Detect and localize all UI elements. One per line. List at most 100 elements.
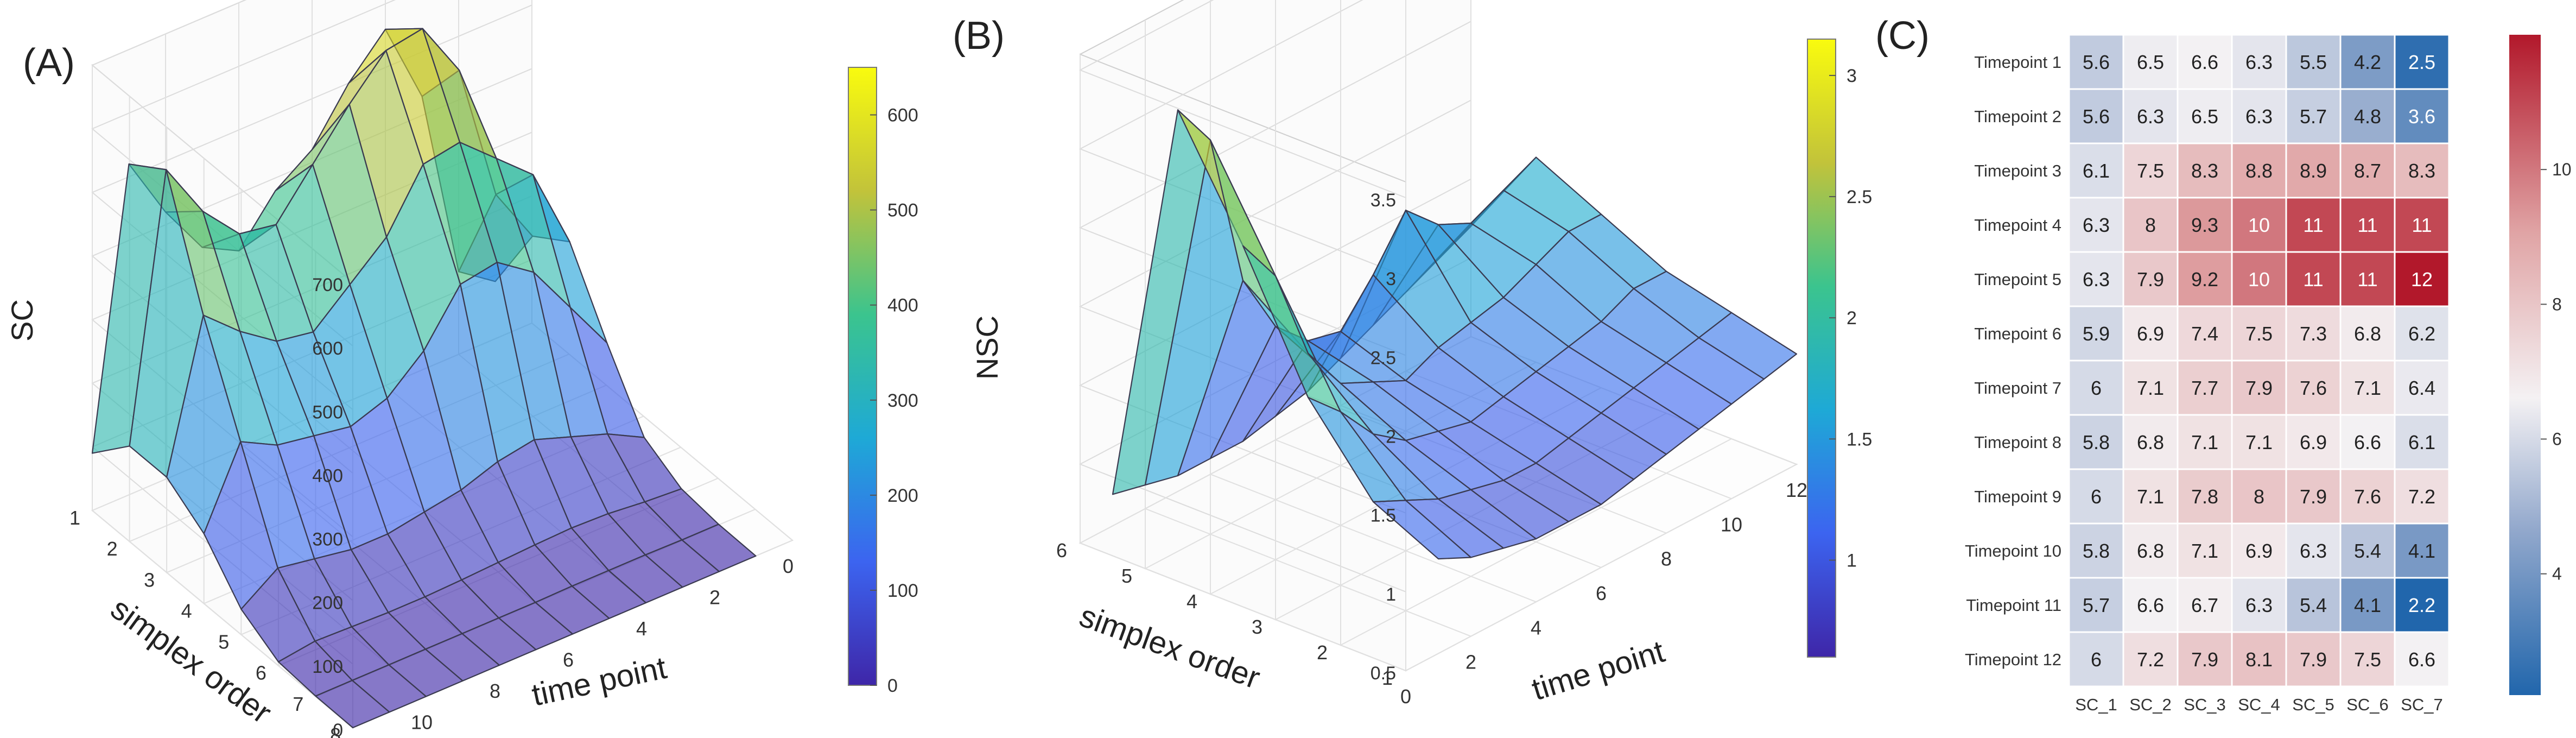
heatmap-col-label: SC_2 (2129, 695, 2172, 714)
y-tick-label: 5 (1121, 565, 1132, 587)
heatmap-value: 5.4 (2300, 594, 2327, 616)
heatmap-cell (2231, 631, 2287, 687)
heatmap-cell (2068, 251, 2124, 307)
heatmap-cell (2068, 631, 2124, 687)
heatmap-value: 7.5 (2137, 160, 2164, 182)
heatmap-value: 3.6 (2408, 105, 2435, 128)
panel-b-colorbar (1807, 39, 1836, 658)
heatmap-value: 7.2 (2137, 648, 2164, 671)
y-tick-label: 1 (1382, 667, 1393, 689)
heatmap-value: 7.5 (2245, 323, 2273, 345)
heatmap-row-label: Timepoint 7 (1974, 379, 2061, 398)
y-tick-label: 2 (107, 538, 118, 560)
heatmap-value: 8.9 (2300, 160, 2327, 182)
colorbar-tick-label: 1.5 (1847, 429, 1872, 450)
heatmap-cell (2122, 359, 2179, 416)
heatmap-value: 6.8 (2137, 540, 2164, 562)
heatmap-value: 11 (2303, 214, 2323, 236)
x-tick-label: 0 (783, 555, 794, 577)
heatmap-cell (2177, 631, 2233, 687)
surface-facet (1698, 312, 1798, 380)
y-tick-label: 7 (293, 693, 303, 715)
heatmap-value: 4.2 (2354, 51, 2381, 73)
heatmap-cell (2231, 197, 2287, 253)
panel-c-colorbar-ticks: 4 6 8 10 (2541, 160, 2572, 584)
z-tick-label: 2.5 (1371, 348, 1396, 368)
colorbar-tick-label: 200 (887, 485, 918, 506)
colorbar-tick-label: 100 (887, 581, 918, 601)
heatmap-value: 6 (2091, 485, 2102, 508)
x-tick-label: 12 (1786, 479, 1807, 501)
heatmap-cell (2394, 251, 2450, 307)
heatmap-value: 8.1 (2245, 648, 2273, 671)
heatmap-row-label: Timepoint 2 (1974, 107, 2061, 126)
heatmap-row-label: Timepoint 3 (1974, 161, 2061, 180)
panel-a-x-axis-label: time point (529, 650, 669, 713)
heatmap-value: 6.8 (2137, 431, 2164, 453)
heatmap-value: 6.9 (2245, 540, 2273, 562)
heatmap-value: 2.5 (2408, 51, 2435, 73)
x-tick-label: 4 (636, 617, 647, 640)
heatmap-value: 7.9 (2137, 268, 2164, 291)
heatmap-value: 10 (2248, 214, 2270, 236)
heatmap-value: 6.3 (2137, 105, 2164, 128)
colorbar-tick-label: 8 (2552, 294, 2562, 314)
z-tick-label: 200 (312, 593, 343, 614)
panel-c-colorbar (2509, 35, 2541, 695)
heatmap-value: 7.4 (2191, 323, 2218, 345)
heatmap-cell (2122, 251, 2179, 307)
heatmap-value: 6.3 (2245, 594, 2273, 616)
heatmap-value: 7.9 (2245, 377, 2273, 399)
heatmap-value: 7.3 (2300, 323, 2327, 345)
heatmap-value: 5.7 (2083, 594, 2110, 616)
x-tick-label: 10 (1721, 513, 1742, 535)
y-tick-label: 1 (69, 507, 80, 529)
heatmap-value: 7.9 (2300, 485, 2327, 508)
heatmap-value: 6 (2091, 648, 2102, 671)
heatmap-value: 6.3 (2245, 105, 2273, 128)
heatmap-cell (2339, 631, 2396, 687)
colorbar-tick-label: 400 (887, 295, 918, 316)
z-tick-label: 100 (312, 657, 343, 677)
heatmap-value: 5.8 (2083, 540, 2110, 562)
heatmap-value: 6.6 (2354, 431, 2381, 453)
heatmap-value: 7.9 (2300, 648, 2327, 671)
heatmap-value: 8.8 (2245, 160, 2273, 182)
panel-c-row-labels: Timepoint 1 Timepoint 2 Timepoint 3 Timepoi… (1965, 53, 2061, 669)
heatmap-col-label: SC_4 (2238, 695, 2280, 714)
heatmap-value: 11 (2412, 214, 2432, 236)
heatmap-cell (2339, 577, 2396, 633)
heatmap-value: 8.3 (2408, 160, 2435, 182)
colorbar-tick-label: 300 (887, 390, 918, 411)
panel-b-y-axis-label: simplex order (1075, 598, 1265, 696)
x-tick-label: 2 (709, 586, 720, 609)
z-tick-label: 2 (1386, 427, 1396, 447)
heatmap-value: 6.1 (2408, 431, 2435, 453)
heatmap-row-label: Timepoint 12 (1965, 650, 2061, 669)
heatmap-value: 5.7 (2300, 105, 2327, 128)
heatmap-col-label: SC_6 (2346, 695, 2389, 714)
heatmap-value: 7.8 (2191, 485, 2218, 508)
heatmap-cell (2394, 88, 2450, 144)
heatmap-col-label: SC_1 (2075, 695, 2117, 714)
heatmap-cell (2122, 142, 2179, 199)
panel-c-heatmap: 5.6 6.5 6.6 6.3 5.5 4.2 2.5 5.6 6.3 6.5 6.3 5.7 4.8 3… (2068, 34, 2450, 687)
colorbar-tick-label: 4 (2552, 564, 2562, 584)
heatmap-cell (2394, 197, 2450, 253)
heatmap-value: 6.3 (2083, 268, 2110, 291)
heatmap-value: 6.3 (2083, 214, 2110, 236)
panel-a-z-axis-label: SC (5, 299, 39, 342)
y-tick-label: 6 (256, 662, 267, 684)
colorbar-tick-label: 6 (2552, 429, 2562, 449)
colorbar-tick-label: 500 (887, 200, 918, 221)
y-tick-label: 6 (1056, 539, 1067, 562)
heatmap-cell (2231, 468, 2287, 525)
heatmap-cell (2394, 305, 2450, 362)
heatmap-value: 4.1 (2408, 540, 2435, 562)
heatmap-cell (2122, 34, 2179, 90)
z-tick-label: 1.5 (1371, 506, 1396, 526)
colorbar-tick-label: 2 (1847, 308, 1857, 329)
x-tick-label: 4 (1531, 616, 1541, 639)
